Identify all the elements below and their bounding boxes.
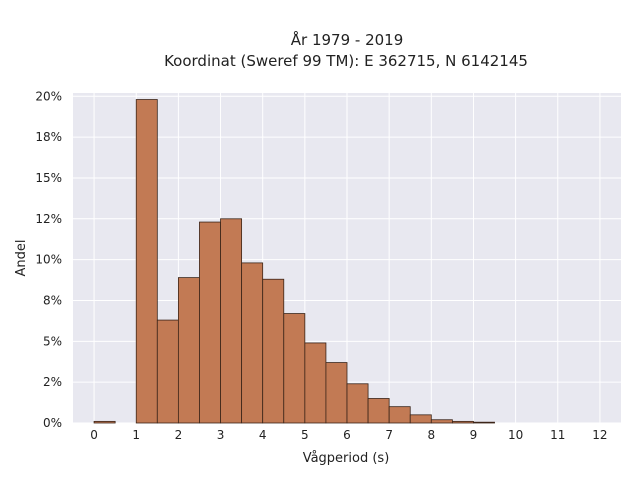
histogram-bar: [473, 421, 495, 424]
y-axis-ticks: 0% 2% 5% 8% 10% 12% 15% 18% 20%: [35, 89, 62, 430]
y-tick-label: 20%: [35, 89, 62, 103]
histogram-bar: [346, 383, 369, 424]
chart-title-line-2: Koordinat (Sweref 99 TM): E 362715, N 61…: [164, 52, 528, 70]
y-tick-label: 0%: [43, 416, 62, 430]
histogram-bar: [409, 414, 432, 424]
histogram-bar: [93, 420, 116, 424]
y-tick-label: 8%: [43, 293, 62, 307]
x-tick-label: 7: [385, 428, 393, 442]
x-tick-label: 1: [132, 428, 140, 442]
histogram-bar: [199, 221, 221, 424]
x-axis-ticks: 0 1 2 3 4 5 6 7 8 9 10 11 12: [90, 428, 607, 442]
histogram-bar: [262, 278, 285, 424]
x-tick-label: 5: [301, 428, 309, 442]
x-tick-label: 2: [175, 428, 183, 442]
x-tick-label: 12: [592, 428, 607, 442]
y-tick-label: 5%: [43, 334, 62, 348]
x-tick-label: 10: [508, 428, 523, 442]
histogram-bar: [304, 342, 327, 424]
y-tick-label: 10%: [35, 253, 62, 267]
y-tick-label: 2%: [43, 375, 62, 389]
x-tick-label: 11: [550, 428, 565, 442]
x-axis-label: Vågperiod (s): [303, 451, 390, 466]
x-tick-label: 8: [427, 428, 435, 442]
histogram-bar: [451, 420, 474, 424]
x-tick-label: 4: [259, 428, 267, 442]
y-axis-label: Andel: [14, 240, 29, 277]
x-tick-label: 9: [470, 428, 478, 442]
histogram-bar: [325, 362, 348, 424]
histogram-bar: [220, 218, 243, 424]
histogram-bar: [156, 319, 179, 424]
histogram-bar: [241, 262, 264, 424]
y-tick-label: 12%: [35, 212, 62, 226]
histogram-bar: [388, 406, 411, 424]
histogram-bar: [367, 398, 390, 424]
x-tick-label: 6: [343, 428, 351, 442]
histogram-bars: [93, 99, 495, 424]
histogram-bar: [135, 99, 158, 424]
y-tick-label: 18%: [35, 130, 62, 144]
x-tick-label: 3: [217, 428, 225, 442]
y-tick-label: 15%: [35, 171, 62, 185]
x-tick-label: 0: [90, 428, 98, 442]
chart-title-line-1: År 1979 - 2019: [291, 30, 404, 49]
histogram-bar: [177, 277, 200, 424]
histogram-bar: [283, 313, 306, 424]
histogram-bar: [430, 419, 453, 424]
